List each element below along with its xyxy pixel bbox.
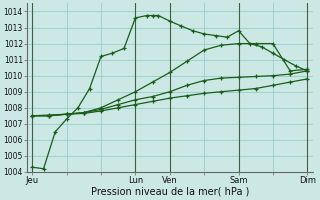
X-axis label: Pression niveau de la mer( hPa ): Pression niveau de la mer( hPa ) [91, 187, 249, 197]
